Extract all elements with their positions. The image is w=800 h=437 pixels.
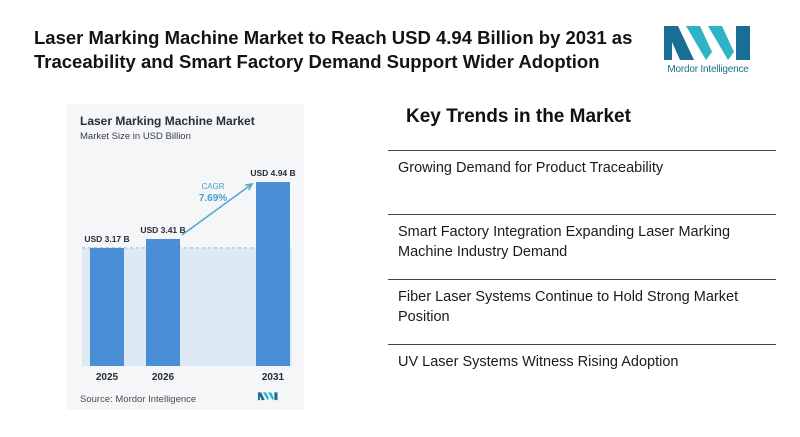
trend-item-uv-laser: UV Laser Systems Witness Rising Adoption: [388, 344, 776, 394]
trend-item-traceability: Growing Demand for Product Traceability: [388, 150, 776, 214]
bar-2031: [256, 182, 290, 366]
mordor-intelligence-small-logo-icon: [258, 392, 278, 401]
data-label-2026: USD 3.41 B: [140, 225, 185, 235]
bar-2026: [146, 238, 180, 366]
data-label-2025: USD 3.17 B: [84, 234, 129, 244]
cagr-label: CAGR: [201, 182, 224, 191]
brand-logo: Mordor Intelligence: [660, 22, 756, 82]
chart-subtitle: Market Size in USD Billion: [80, 131, 191, 142]
chart-title: Laser Marking Machine Market: [80, 114, 255, 128]
chart-card: Laser Marking Machine Market Market Size…: [66, 104, 304, 410]
page-headline: Laser Marking Machine Market to Reach US…: [34, 27, 633, 72]
mordor-intelligence-logo-icon: [664, 26, 750, 60]
x-tick-2026: 2026: [152, 372, 175, 383]
bar-2025: [90, 247, 124, 366]
cagr-arrow-head: [244, 182, 254, 191]
x-tick-2031: 2031: [262, 372, 285, 383]
chart-source: Source: Mordor Intelligence: [80, 394, 197, 405]
cagr-arrow-line: [181, 183, 253, 236]
cagr-value: 7.69%: [199, 193, 227, 204]
key-trends-title: Key Trends in the Market: [406, 106, 631, 127]
data-label-2031: USD 4.94 B: [250, 168, 295, 178]
trend-item-fiber-laser: Fiber Laser Systems Continue to Hold Str…: [388, 279, 776, 344]
trend-item-smart-factory: Smart Factory Integration Expanding Lase…: [388, 214, 776, 279]
x-tick-2025: 2025: [96, 372, 119, 383]
bar-chart: USD 3.17 B 2025 USD 3.41 B 2026 USD 4.94 B 20…: [82, 168, 296, 383]
brand-name: Mordor Intelligence: [667, 64, 749, 75]
